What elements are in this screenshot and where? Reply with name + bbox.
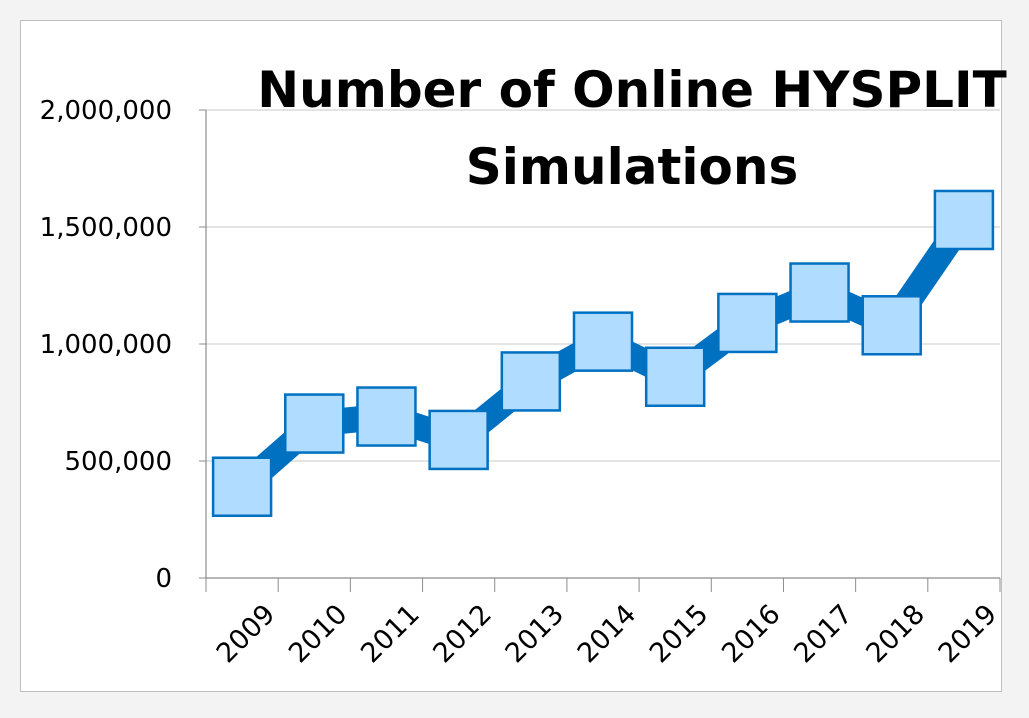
- x-tick-label: 2018: [860, 599, 931, 670]
- x-tick-label: 2014: [572, 599, 643, 670]
- data-point-marker: [500, 351, 562, 412]
- axes: [199, 109, 1001, 592]
- chart-title-line: Simulations: [466, 138, 798, 196]
- data-markers: [211, 189, 995, 517]
- chart-title-line: Number of Online HYSPLIT: [257, 61, 1006, 119]
- data-point-marker: [211, 456, 273, 517]
- data-point-marker: [861, 295, 922, 356]
- y-tick-label: 1,500,000: [40, 213, 172, 243]
- data-point-marker: [644, 346, 706, 408]
- x-tick-label: 2012: [427, 599, 498, 670]
- x-tick-label: 2016: [716, 599, 787, 670]
- data-point-marker: [284, 393, 345, 454]
- y-tick-label: 0: [155, 564, 172, 594]
- x-tick-label: 2019: [933, 599, 1004, 670]
- x-tick-label: 2017: [788, 599, 859, 670]
- x-tick-label: 2009: [211, 599, 282, 670]
- data-point-marker: [933, 189, 995, 251]
- x-tick-label: 2011: [355, 599, 426, 670]
- data-point-marker: [717, 292, 778, 354]
- y-tick-label: 1,000,000: [40, 330, 172, 360]
- x-tick-label: 2010: [283, 599, 354, 670]
- data-point-marker: [428, 409, 489, 471]
- data-point-marker: [789, 262, 850, 323]
- chart-title: Number of Online HYSPLIT Simulations: [257, 61, 1006, 196]
- y-tick-label: 500,000: [64, 447, 172, 477]
- data-point-marker: [572, 311, 634, 372]
- y-tick-label: 2,000,000: [40, 96, 172, 126]
- x-tick-label: 2013: [500, 599, 571, 670]
- x-tick-label: 2015: [644, 599, 715, 670]
- data-point-marker: [356, 386, 417, 447]
